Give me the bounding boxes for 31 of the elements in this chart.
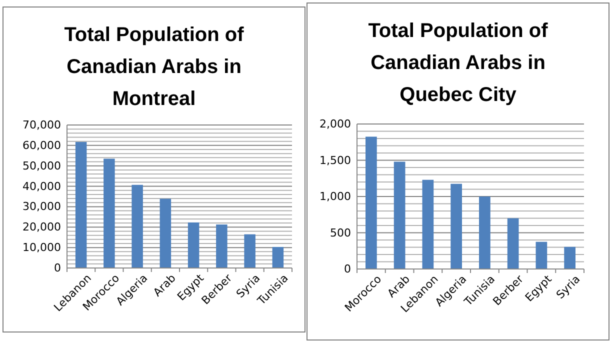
bar (132, 184, 143, 268)
y-tick-label: 30,000 (22, 200, 61, 214)
y-tick-label: 10,000 (22, 241, 61, 254)
y-tick-label: 500 (330, 226, 351, 240)
bar (104, 158, 115, 268)
bar (216, 224, 228, 268)
bar (160, 198, 172, 268)
bar (394, 162, 406, 269)
bar (507, 218, 519, 269)
bar (450, 184, 462, 269)
y-tick-label: 70,000 (22, 118, 61, 132)
y-tick-label: 20,000 (22, 220, 61, 234)
y-tick-label: 1,000 (320, 190, 351, 204)
y-tick-label: 0 (344, 262, 351, 276)
bar (272, 246, 284, 268)
y-tick-label: 1,500 (320, 154, 351, 167)
y-tick-label: 0 (54, 262, 61, 275)
bar (366, 136, 377, 269)
chart-title: Total Population of Canadian Arabs in Montreal (64, 24, 244, 110)
y-tick-label: 2,000 (320, 118, 351, 131)
bar (75, 142, 87, 268)
y-tick-label: 40,000 (22, 180, 61, 193)
y-tick-label: 50,000 (22, 159, 61, 172)
y-tick-label: 60,000 (22, 138, 61, 152)
chart-title: Total Population of Canadian Arabs in Quebec City (368, 20, 548, 106)
bar (479, 196, 490, 269)
bar (188, 222, 200, 268)
bar (244, 234, 256, 268)
bar (422, 180, 434, 269)
bar (536, 242, 548, 269)
bar (564, 246, 576, 269)
